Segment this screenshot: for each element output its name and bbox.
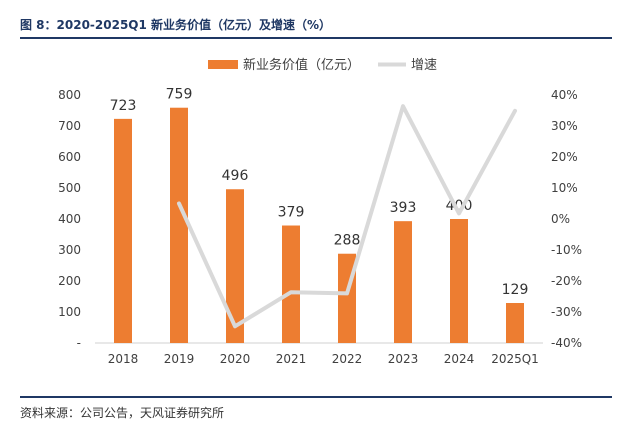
bar-value-label: 379 [278,205,305,221]
bar-value-label: 129 [502,282,529,298]
legend-line-label: 增速 [411,58,437,73]
x-tick-label: 2020 [220,352,251,366]
y-tick-label: 600 [58,150,81,164]
y2-tick-label: 40% [551,88,578,102]
bar [226,189,244,343]
bar [282,225,300,343]
figure-title: 图 8：2020-2025Q1 新业务价值（亿元）及增速（%） [20,18,332,32]
bar-value-label: 288 [334,233,361,249]
growth-line-series [177,104,517,329]
bar [450,219,468,343]
bar-value-label: 723 [110,98,137,114]
x-tick-label: 2021 [276,352,307,366]
y2-tick-label: 0% [551,212,570,226]
y2-tick-label: -20% [551,274,582,288]
y2-tick-label: 20% [551,150,578,164]
y-axis-left: - 100 200 300 400 500 600 700 800 [58,88,81,350]
legend-bar-swatch [208,60,238,69]
y-tick-label: - [77,336,81,350]
y2-tick-label: -10% [551,243,582,257]
chart-legend: 新业务价值（亿元） 增速 [208,57,437,73]
y2-tick-label: 10% [551,181,578,195]
bar-value-label: 759 [166,87,193,103]
y-tick-label: 400 [58,212,81,226]
y-tick-label: 200 [58,274,81,288]
x-tick-label: 2018 [108,352,139,366]
bar-series [114,107,524,344]
y-axis-right: -40% -30% -20% -10% 0% 10% 20% 30% 40% [551,88,582,350]
y-tick-label: 300 [58,243,81,257]
bar [114,118,132,344]
title-divider [20,37,612,39]
y2-tick-label: 30% [551,119,578,133]
x-axis: 2018 2019 2020 2021 2022 2023 2024 2025Q1 [108,352,539,366]
x-tick-label: 2022 [332,352,363,366]
bar-value-label: 393 [390,200,417,216]
y-tick-label: 800 [58,88,81,102]
x-tick-label: 2024 [444,352,475,366]
source-divider [20,396,612,398]
legend-bar-label: 新业务价值（亿元） [243,57,360,73]
bar [394,221,412,343]
x-tick-label: 2023 [388,352,419,366]
bar [506,303,524,343]
y-tick-label: 700 [58,119,81,133]
y2-tick-label: -30% [551,305,582,319]
x-tick-label: 2025Q1 [491,352,539,366]
y2-tick-label: -40% [551,336,582,350]
source-note: 资料来源：公司公告，天风证券研究所 [20,406,225,420]
bar-value-label: 496 [222,168,249,184]
growth-line [177,104,517,329]
bar [170,107,188,344]
bar-line-chart: 新业务价值（亿元） 增速 - 100 200 300 400 500 600 700 800 -… [58,57,582,366]
y-tick-label: 100 [58,305,81,319]
x-tick-label: 2019 [164,352,195,366]
y-tick-label: 500 [58,181,81,195]
